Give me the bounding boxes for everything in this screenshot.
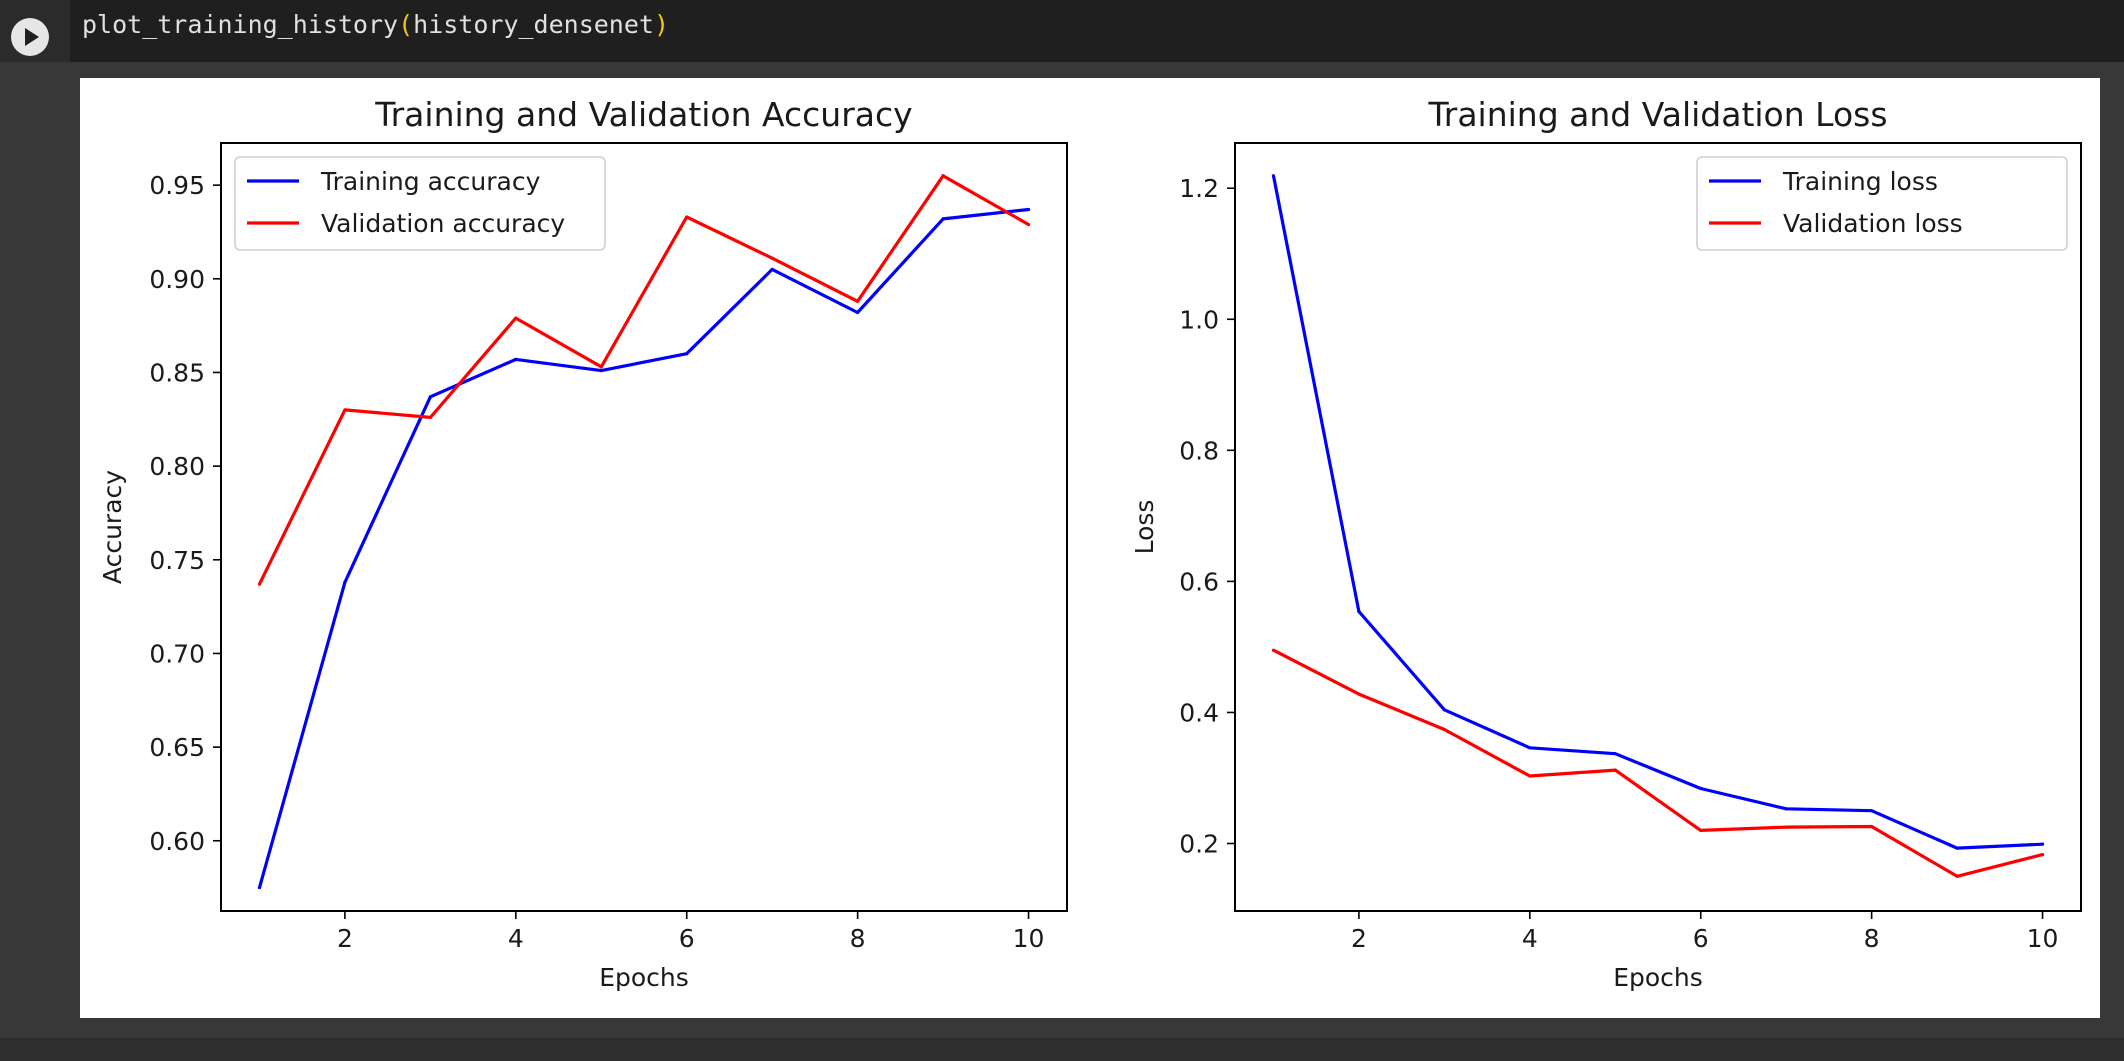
chart-1-title: Training and Validation Accuracy [374, 95, 912, 134]
chart-2-title: Training and Validation Loss [1427, 95, 1887, 134]
chart-1-series-2-point [770, 256, 774, 260]
chart-2-series-2-line [1272, 648, 2043, 878]
chart-1-series-2-point [856, 299, 860, 303]
chart-2-series-1-point [1699, 786, 1703, 791]
chart-2-series-2-point [1613, 768, 1617, 772]
chart-2-series-1-point [1357, 609, 1361, 614]
chart-1-series-1-point [599, 368, 603, 373]
chart-1-series-2-point [428, 415, 432, 420]
chart-2-series-2-point [1955, 874, 1959, 878]
chart-1-xtick-label: 8 [850, 924, 866, 953]
code-close-paren: ) [653, 10, 670, 39]
chart-2-xtick-label: 4 [1522, 924, 1538, 953]
chart-1-series-2-point [514, 316, 518, 320]
chart-1-series-2-point [685, 215, 689, 219]
chart-1-series-1-point [941, 217, 945, 221]
chart-1-series-2-point [343, 408, 347, 412]
chart-2-ylabel: Loss [1130, 500, 1159, 555]
chart-1-ytick-label: 0.65 [149, 733, 205, 762]
chart-1-xtick-label: 10 [1013, 924, 1045, 953]
chart-1-series-2-point [1026, 222, 1031, 227]
chart-1-ytick-label: 0.85 [149, 358, 205, 387]
chart-2-ytick-label: 1.0 [1179, 305, 1219, 334]
chart-2-series-1-point [2040, 842, 2045, 846]
chart-1-series-2-point [257, 582, 262, 586]
chart-2-series-1-point [1613, 752, 1617, 756]
code-line[interactable]: plot_training_history(history_densenet) [82, 8, 669, 42]
chart-1-series-1-point [1026, 207, 1031, 212]
chart-2-series-1-point [1784, 807, 1788, 811]
chart-1-ytick-label: 0.90 [149, 265, 205, 294]
chart-2-series-2-point [1784, 825, 1788, 829]
code-function: plot_training_history [82, 10, 399, 39]
chart-2-series-2-point [1870, 824, 1874, 829]
code-argument: history_densenet [413, 10, 654, 39]
chart-1-legend-box [234, 156, 606, 251]
chart-2-series-1-point [1955, 846, 1959, 850]
figure: Training and Validation Accuracy 2 4 6 8 10 0.… [98, 95, 2082, 992]
chart-2-ytick-label: 0.8 [1179, 436, 1219, 465]
chart-2-series-2-point [1442, 727, 1446, 732]
chart-1-xtick-label: 6 [679, 924, 695, 953]
chart-2-series-2-point [1528, 774, 1532, 778]
chart-2-series-2-point [1271, 648, 1276, 652]
chart-2-ytick-label: 1.2 [1179, 174, 1219, 203]
chart-2-series-1-point [1271, 174, 1276, 178]
chart-1-series-1-point [514, 357, 518, 361]
chart-2-axes-frame [1234, 142, 2082, 912]
code-open-paren: ( [398, 10, 414, 39]
chart-2-series-2-point [1699, 828, 1703, 832]
cell-output: Training and Validation Accuracy 2 4 6 8 10 0.… [80, 78, 2100, 1018]
chart-1-ytick-label: 0.95 [149, 171, 205, 200]
chart-1-ytick-label: 0.70 [149, 639, 205, 668]
chart-1-series-1-point [856, 310, 860, 315]
chart-1-series-1-point [343, 580, 347, 584]
chart-1-series-1-point [685, 352, 689, 356]
cell-gutter [0, 0, 70, 62]
chart-2-xlabel: Epochs [1613, 963, 1703, 992]
chart-1-axes-frame [220, 142, 1068, 912]
chart-2-series-1-point [1870, 809, 1874, 813]
chart-1-xlabel: Epochs [599, 963, 689, 992]
chart-1-xtick-label: 2 [337, 924, 353, 953]
chart-1-series-2-point [941, 174, 945, 178]
chart-1-ytick-label: 0.80 [149, 452, 205, 481]
chart-2-ytick-label: 0.2 [1179, 830, 1219, 859]
chart-2-xtick-label: 10 [2027, 924, 2059, 953]
chart-2-xtick-label: 6 [1693, 924, 1709, 953]
chart-1-ytick-label: 0.60 [149, 827, 205, 856]
chart-2-series-1-point [1528, 746, 1532, 750]
chart-2-legend-label-1: Training loss [1782, 167, 1938, 196]
chart-1-xtick-label: 4 [508, 924, 524, 953]
chart-2-ytick-label: 0.4 [1179, 698, 1219, 727]
chart-2-legend-box [1696, 156, 2068, 251]
chart-2-xtick-label: 8 [1864, 924, 1880, 953]
play-circle-icon[interactable] [11, 18, 49, 56]
chart-2-series-1-point [1442, 708, 1446, 712]
chart-2-legend-label-2: Validation loss [1783, 209, 1963, 238]
chart-2-xtick-label: 2 [1351, 924, 1367, 953]
chart-1-series-1-point [428, 395, 432, 399]
chart-1-series-2-line [258, 174, 1030, 585]
chart-1-ylabel: Accuracy [98, 470, 127, 584]
chart-1-legend-label-1: Training accuracy [320, 167, 541, 196]
code-cell[interactable]: plot_training_history(history_densenet) [0, 0, 2124, 62]
bottom-strip [0, 1038, 2124, 1061]
chart-1-series-1-line [257, 207, 1029, 889]
chart-1-legend-label-2: Validation accuracy [321, 209, 565, 238]
chart-1-ytick-label: 0.75 [149, 546, 205, 575]
chart-2-ytick-label: 0.6 [1179, 567, 1219, 596]
chart-1-series-2-point [599, 365, 603, 369]
chart-1-series-1-point [770, 267, 774, 272]
chart-2-series-2-point [2040, 853, 2045, 857]
chart-2-series-2-point [1357, 692, 1361, 696]
chart-1-series-1-point [257, 885, 262, 890]
chart-2-series-1-line [1271, 175, 2043, 850]
